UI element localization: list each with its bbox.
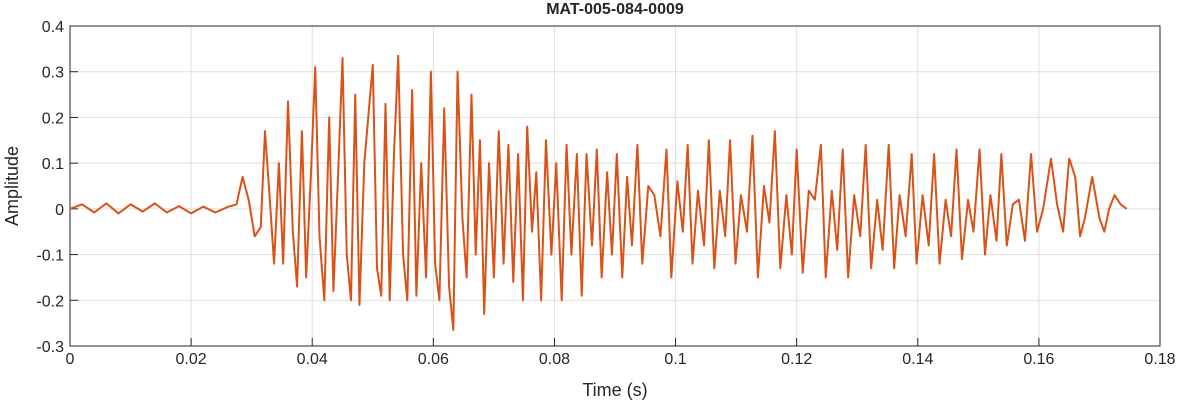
- x-tick-label: 0: [66, 351, 75, 368]
- y-axis-label: Amplitude: [2, 146, 22, 226]
- x-tick-label: 0.06: [418, 351, 449, 368]
- x-tick-label: 0.12: [781, 351, 812, 368]
- y-tick-label: 0.3: [42, 65, 64, 82]
- y-tick-label: 0: [55, 202, 64, 219]
- x-tick-label: 0.16: [1023, 351, 1054, 368]
- x-tick-label: 0.08: [539, 351, 570, 368]
- x-tick-label: 0.18: [1144, 351, 1175, 368]
- chart-title: MAT-005-084-0009: [546, 1, 684, 18]
- y-tick-label: -0.1: [36, 248, 64, 265]
- x-tick-label: 0.04: [297, 351, 328, 368]
- x-tick-label: 0.14: [902, 351, 933, 368]
- x-axis-label: Time (s): [582, 380, 647, 400]
- y-tick-label: -0.3: [36, 339, 64, 356]
- x-tick-label: 0.02: [176, 351, 207, 368]
- y-tick-label: -0.2: [36, 293, 64, 310]
- plot-frame: [69, 25, 1161, 347]
- y-tick-label: 0.2: [42, 110, 64, 127]
- y-tick-label: 0.4: [42, 19, 64, 36]
- y-tick-label: 0.1: [42, 156, 64, 173]
- x-tick-label: 0.1: [664, 351, 686, 368]
- waveform-line: [69, 54, 1128, 331]
